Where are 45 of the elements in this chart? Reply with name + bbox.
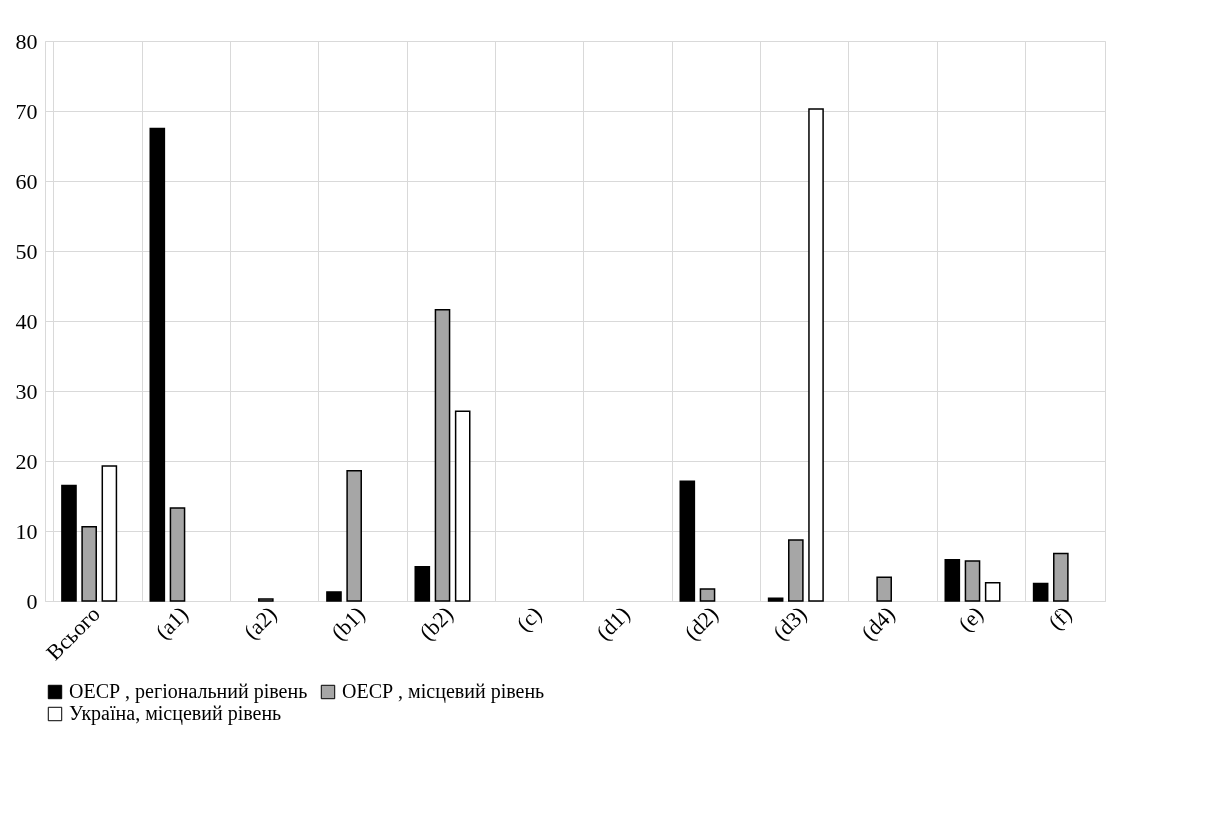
y-tick-label: 40 [15, 308, 38, 334]
bar [1053, 552, 1069, 602]
y-tick-label: 60 [15, 168, 38, 194]
bar [81, 526, 97, 602]
bar [454, 410, 471, 602]
y-tick-label: 50 [15, 238, 38, 264]
bar [326, 591, 342, 602]
bar [434, 309, 451, 602]
bar [346, 470, 362, 602]
x-tick-label: (a2) [238, 601, 282, 645]
y-tick-label: 20 [15, 448, 38, 474]
x-tick-label: (f) [1043, 601, 1077, 635]
bar [258, 598, 274, 602]
y-tick-label: 70 [15, 98, 38, 124]
x-tick-label: (b2) [414, 601, 459, 645]
legend-label: Україна, місцевий рівень [69, 702, 282, 725]
y-tick-label: 30 [15, 378, 38, 404]
bar [61, 484, 77, 602]
x-tick-label: (c) [511, 601, 547, 637]
x-tick-label: (e) [953, 601, 989, 637]
bar [414, 565, 431, 602]
bar [944, 558, 961, 602]
bar [679, 480, 696, 602]
bar [788, 539, 804, 602]
x-tick-label: (a1) [150, 601, 194, 645]
x-tick-label: (d1) [591, 601, 635, 645]
bar [101, 465, 118, 602]
bar [699, 588, 716, 602]
bar [169, 507, 186, 602]
y-tick-label: 80 [15, 28, 38, 54]
bar [964, 560, 981, 602]
x-tick-label: (d4) [856, 601, 900, 645]
legend-label: ОЕСР , місцевий рівень [342, 680, 545, 703]
legend-label: ОЕСР , регіональний рівень [69, 680, 308, 703]
bar [149, 127, 166, 602]
x-tick-label: (d2) [679, 601, 724, 645]
x-tick-label: (d3) [767, 601, 812, 645]
bar [876, 576, 892, 602]
y-tick-label: 10 [15, 518, 38, 544]
bar [984, 582, 1001, 602]
bar [808, 108, 824, 602]
bar [767, 597, 784, 602]
y-tick-label: 0 [26, 588, 38, 614]
x-tick-label: (b1) [326, 601, 370, 645]
bar [1032, 582, 1049, 602]
